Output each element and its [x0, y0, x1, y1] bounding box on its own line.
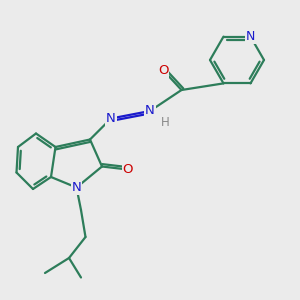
Text: N: N — [106, 112, 116, 125]
Text: N: N — [72, 181, 81, 194]
Text: H: H — [160, 116, 169, 130]
Text: N: N — [145, 104, 155, 118]
Text: O: O — [158, 64, 169, 77]
Text: O: O — [122, 163, 133, 176]
Text: N: N — [246, 30, 255, 43]
